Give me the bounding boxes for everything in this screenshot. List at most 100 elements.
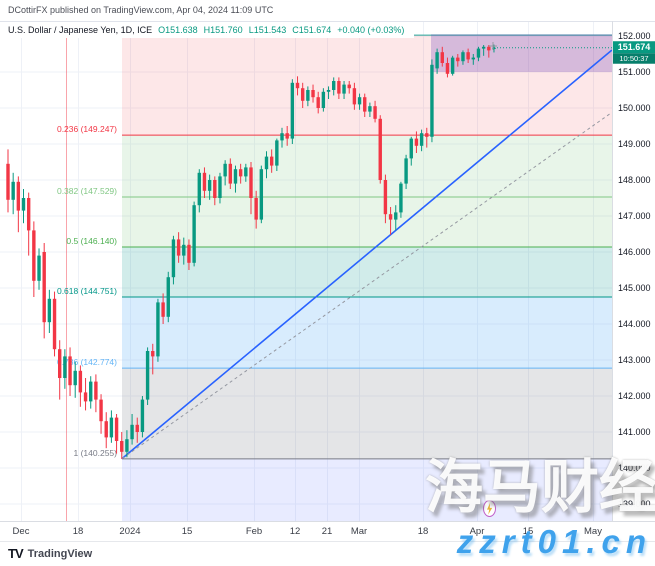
grid-lines (0, 21, 612, 521)
candle (388, 214, 393, 220)
symbol-legend[interactable]: U.S. Dollar / Japanese Yen, 1D, ICE O151… (0, 22, 415, 38)
time-axis[interactable]: Dec 18 2024 15 Feb 12 21 Mar 18 Apr 15 May (0, 522, 655, 541)
fib-label: 0.618 (144.751) (57, 286, 117, 296)
price-tick-label: 150.000 (618, 103, 651, 113)
candle (481, 46, 486, 49)
ohlc-close: C151.674 (292, 25, 332, 35)
crosshair-marker (489, 42, 497, 50)
candle (223, 163, 227, 177)
dashed-channel-line (121, 111, 613, 460)
publish-attribution: DCottirFX published on TradingView.com, … (8, 5, 274, 15)
candle (125, 439, 129, 452)
candle (161, 302, 165, 317)
ohlc-change: +0.040 (+0.03%) (337, 25, 405, 35)
candle (151, 351, 155, 357)
candle (187, 244, 191, 263)
candle (373, 106, 377, 119)
candle (363, 97, 367, 112)
candle (249, 167, 253, 198)
time-tick-label: 15 (523, 526, 534, 537)
candle (83, 392, 88, 402)
candle (114, 417, 119, 441)
candle (89, 381, 93, 402)
candle (244, 167, 248, 177)
price-tick-label: 149.000 (618, 139, 651, 149)
candle (306, 90, 310, 101)
last-price-badge: 151.674 10:50:37 (613, 41, 655, 64)
candle (73, 370, 77, 386)
candle (476, 48, 481, 58)
candle (233, 169, 238, 184)
fib-label: 0.5 (146.140) (66, 236, 117, 246)
candle (202, 172, 207, 191)
candle (207, 180, 212, 191)
candle (471, 57, 475, 60)
candle (285, 133, 289, 139)
candle (182, 244, 186, 256)
candle (404, 158, 408, 184)
price-tick-label: 152.000 (618, 31, 651, 41)
candle (218, 176, 222, 198)
candle (425, 133, 429, 137)
candle (435, 52, 439, 69)
candle (140, 399, 145, 432)
candle (228, 163, 233, 184)
price-tick-label: 147.000 (618, 211, 651, 221)
candle (461, 52, 465, 62)
candle (78, 370, 83, 393)
tradingview-logo[interactable]: TV TradingView (8, 546, 92, 561)
candle (145, 351, 150, 400)
price-tick-label: 141.000 (618, 427, 651, 437)
price-tick-label: 145.000 (618, 283, 651, 293)
time-tick-label: 21 (322, 526, 333, 537)
candle (290, 82, 295, 139)
price-tick-label: 142.000 (618, 391, 651, 401)
lightning-bolt-icon (487, 502, 493, 515)
blue-trend-line (121, 49, 613, 460)
fib-label: 1 (140.255) (74, 448, 118, 458)
price-axis[interactable]: 152.000 151.000 150.000 149.000 148.000 147.0… (613, 21, 655, 521)
candle (368, 106, 372, 112)
candle (295, 82, 300, 89)
ohlc-open: O151.638 (158, 25, 198, 35)
candle (156, 302, 160, 357)
economic-event-icon[interactable] (483, 500, 496, 517)
candle (264, 156, 269, 170)
trend-lines (121, 49, 613, 460)
candle (42, 252, 46, 323)
candle (430, 64, 434, 137)
tradingview-logo-mark: TV (8, 546, 24, 561)
candle (32, 230, 36, 281)
candle (326, 90, 331, 92)
symbol-title: U.S. Dollar / Japanese Yen, 1D, ICE (8, 25, 153, 35)
candle (419, 133, 424, 146)
ohlc-high: H151.760 (203, 25, 243, 35)
candle (94, 381, 98, 400)
drawing-box (431, 34, 612, 72)
watermark-chinese: 海马财经 (424, 455, 655, 520)
candle (487, 46, 491, 51)
candle (52, 298, 57, 350)
candle (321, 91, 326, 108)
time-tick-label: 18 (418, 526, 429, 537)
candle (492, 47, 496, 50)
candle (63, 356, 67, 378)
fib-retracement-zones (122, 35, 612, 521)
candle (130, 424, 134, 440)
candle (347, 84, 351, 89)
time-tick-label: Mar (351, 526, 367, 537)
badge-countdown: 10:50:37 (619, 54, 648, 63)
candle (357, 97, 362, 105)
fib-label: 0.236 (149.247) (57, 124, 117, 134)
candle (197, 172, 201, 206)
candle (311, 90, 315, 98)
time-tick-label: Dec (13, 526, 30, 537)
candle (171, 239, 176, 278)
time-tick-label: Feb (246, 526, 262, 537)
candle (280, 133, 284, 141)
candle (26, 198, 31, 231)
watermark-url: zzrt01.cn (456, 523, 652, 560)
badge-price: 151.674 (618, 42, 651, 52)
candle (192, 205, 196, 263)
